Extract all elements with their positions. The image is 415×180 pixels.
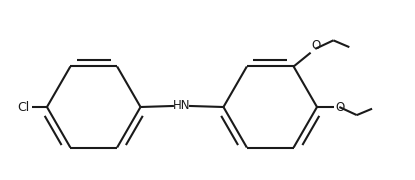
Text: O: O <box>335 100 344 114</box>
Text: O: O <box>312 39 321 52</box>
Text: Cl: Cl <box>18 100 30 114</box>
Text: HN: HN <box>173 99 191 112</box>
